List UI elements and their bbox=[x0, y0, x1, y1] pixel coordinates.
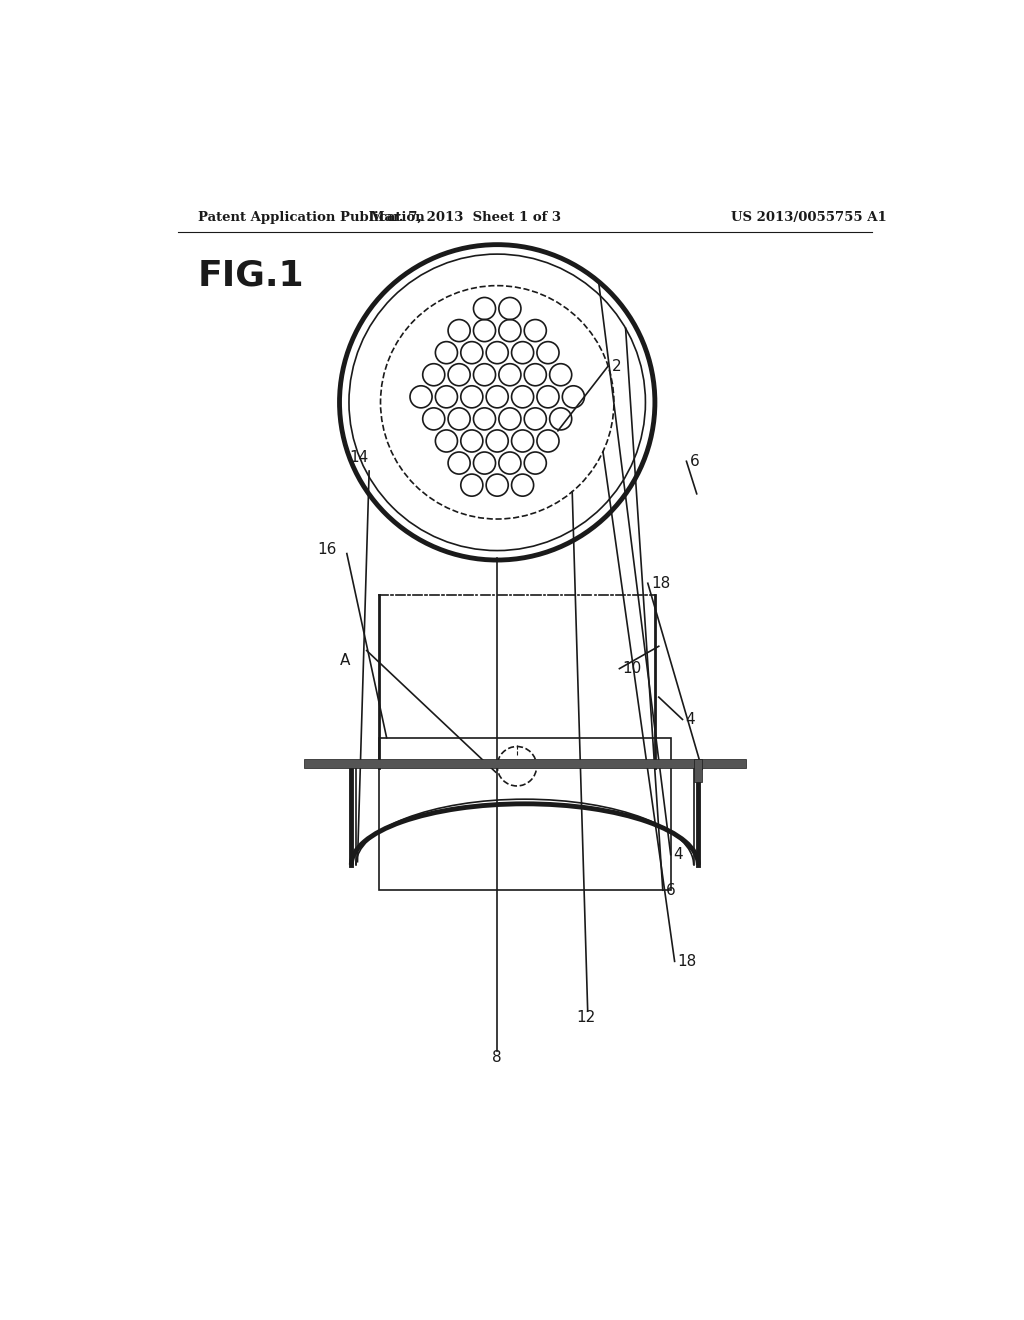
Text: 14: 14 bbox=[349, 450, 369, 465]
Text: 6: 6 bbox=[689, 454, 699, 469]
Text: FIG.1: FIG.1 bbox=[198, 259, 304, 292]
Text: 6: 6 bbox=[666, 883, 676, 898]
Text: 18: 18 bbox=[651, 576, 670, 591]
Text: 18: 18 bbox=[678, 954, 697, 969]
Text: 4: 4 bbox=[674, 847, 683, 862]
Bar bbox=[379, 738, 671, 890]
Text: A: A bbox=[340, 653, 350, 668]
Text: US 2013/0055755 A1: US 2013/0055755 A1 bbox=[731, 211, 887, 224]
Text: 16: 16 bbox=[317, 543, 337, 557]
Text: 12: 12 bbox=[577, 1010, 595, 1024]
Text: Patent Application Publication: Patent Application Publication bbox=[198, 211, 424, 224]
Text: 8: 8 bbox=[493, 1049, 502, 1065]
Text: 10: 10 bbox=[623, 661, 642, 676]
Bar bbox=[694, 759, 702, 781]
Text: 2: 2 bbox=[611, 359, 622, 375]
Text: Mar. 7, 2013  Sheet 1 of 3: Mar. 7, 2013 Sheet 1 of 3 bbox=[370, 211, 561, 224]
Text: 4: 4 bbox=[686, 711, 695, 727]
Bar bbox=[304, 759, 745, 768]
